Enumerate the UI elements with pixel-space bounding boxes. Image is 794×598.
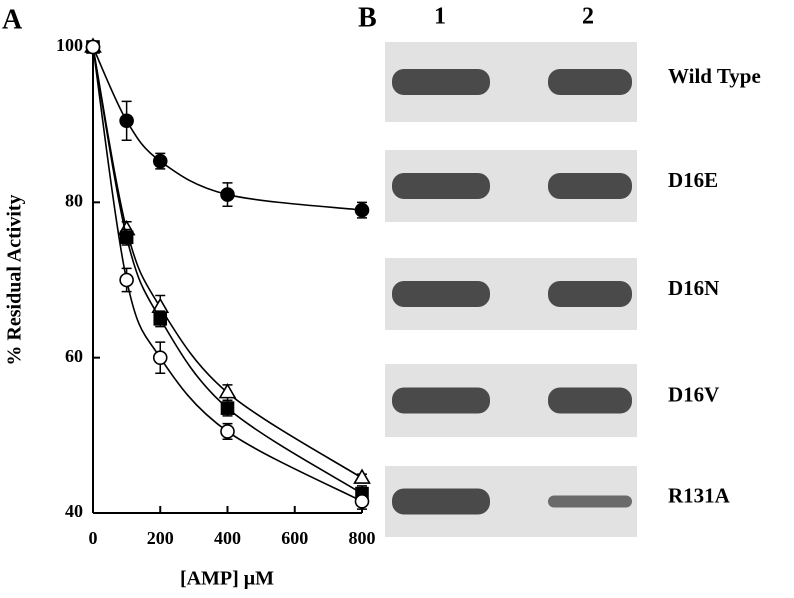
- band: [548, 495, 632, 508]
- marker: [119, 272, 134, 288]
- marker: [152, 153, 168, 169]
- band: [392, 281, 490, 307]
- band: [392, 173, 490, 199]
- row-label: D16V: [668, 382, 719, 406]
- row-label: Wild Type: [668, 64, 761, 88]
- marker: [85, 39, 101, 55]
- band: [392, 387, 490, 414]
- row-label: D16N: [668, 276, 719, 300]
- panel-label: B: [358, 2, 377, 33]
- band: [548, 173, 632, 199]
- x-tick-label: 600: [281, 528, 308, 548]
- x-axis-label: [AMP] μM: [180, 568, 274, 590]
- marker: [220, 187, 235, 202]
- y-tick-label: 100: [56, 35, 83, 55]
- x-tick-label: 0: [89, 528, 98, 548]
- row-label: R131A: [668, 483, 731, 507]
- y-axis-label: % Residual Activity: [4, 194, 26, 365]
- marker: [119, 113, 134, 129]
- x-tick-label: 400: [214, 528, 241, 548]
- marker: [353, 468, 371, 484]
- marker: [354, 494, 370, 509]
- band: [548, 69, 632, 95]
- marker: [354, 202, 370, 218]
- y-tick-label: 60: [65, 346, 83, 366]
- marker: [119, 230, 134, 245]
- marker: [220, 424, 235, 439]
- marker: [153, 312, 168, 326]
- row-label: D16E: [668, 168, 718, 192]
- lane-label: 1: [434, 4, 446, 30]
- marker: [218, 383, 237, 399]
- marker: [220, 401, 235, 415]
- panel-label: A: [2, 4, 23, 35]
- band: [392, 488, 490, 515]
- band: [548, 387, 632, 414]
- marker: [152, 350, 168, 365]
- x-tick-label: 800: [349, 528, 376, 548]
- y-tick-label: 40: [65, 501, 83, 521]
- band: [548, 281, 632, 307]
- x-tick-label: 200: [147, 528, 174, 548]
- lane-label: 2: [582, 4, 594, 30]
- y-tick-label: 80: [65, 190, 83, 210]
- band: [392, 69, 490, 95]
